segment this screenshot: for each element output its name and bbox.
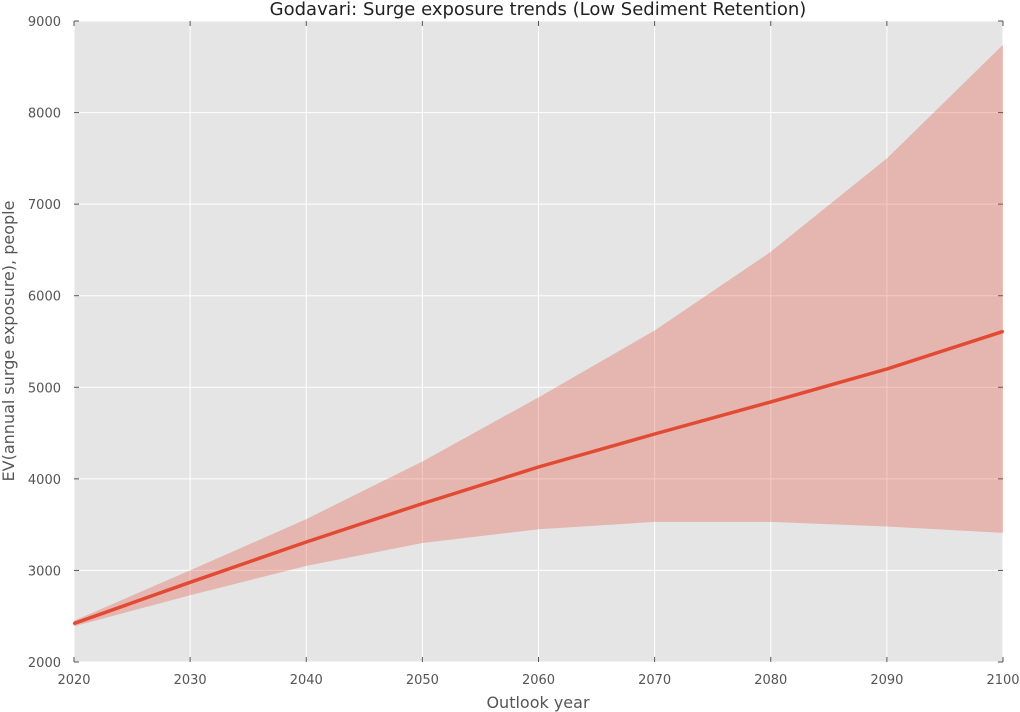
x-tick-label: 2100 xyxy=(986,673,1019,688)
y-tick-label: 8000 xyxy=(28,107,61,122)
data-point xyxy=(72,622,76,625)
y-tick-label: 3000 xyxy=(28,564,61,579)
data-point xyxy=(537,465,540,469)
data-point xyxy=(885,367,889,371)
y-tick-label: 7000 xyxy=(28,198,61,213)
data-point xyxy=(188,581,192,584)
y-tick-label: 5000 xyxy=(28,381,61,396)
y-tick-label: 4000 xyxy=(28,473,61,488)
x-tick-label: 2070 xyxy=(638,673,671,688)
x-tick-label: 2050 xyxy=(406,673,439,688)
y-axis-label: EV(annual surge exposure), people xyxy=(0,201,18,482)
y-tick-label: 9000 xyxy=(28,15,61,30)
axis-ticks xyxy=(73,20,1004,663)
tick-labels: 2020 2030 2040 2050 2060 2070 2080 2090 2100 2000… xyxy=(28,15,1020,688)
x-tick-label: 2060 xyxy=(522,673,555,688)
confidence-band xyxy=(74,44,1003,627)
data-point xyxy=(1001,330,1005,333)
x-tick-label: 2040 xyxy=(290,673,323,688)
data-point xyxy=(305,540,308,544)
x-tick-label: 2090 xyxy=(870,673,903,688)
data-point xyxy=(421,502,424,505)
data-point xyxy=(653,432,656,436)
x-tick-label: 2080 xyxy=(754,673,787,688)
x-axis-label: Outlook year xyxy=(486,693,590,712)
y-tick-label: 6000 xyxy=(28,290,61,305)
series-points xyxy=(72,330,1005,625)
chart-title: Godavari: Surge exposure trends (Low Sed… xyxy=(270,0,807,20)
y-tick-label: 2000 xyxy=(28,656,61,671)
data-point xyxy=(769,400,772,404)
x-tick-label: 2020 xyxy=(57,673,90,688)
x-tick-label: 2030 xyxy=(174,673,207,688)
